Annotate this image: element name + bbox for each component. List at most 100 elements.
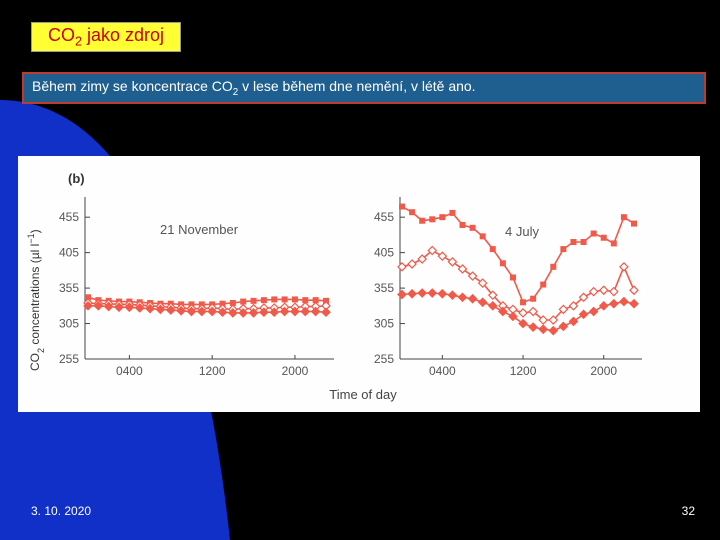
slide-title: CO2 jako zdroj bbox=[47, 25, 165, 49]
right-point-diamond bbox=[407, 288, 417, 299]
co2-figure: (b) CO2 concentrations (µl l−1) 455 405 355 3… bbox=[26, 171, 642, 402]
left-point-diamond bbox=[217, 307, 228, 318]
right-point-diamond bbox=[548, 325, 559, 336]
left-annotation: 21 November bbox=[160, 222, 239, 237]
left-point-diamond bbox=[186, 306, 197, 317]
left-series-line-0 bbox=[87, 296, 327, 306]
left-point-square bbox=[291, 296, 298, 303]
right-point-diamond bbox=[629, 285, 639, 296]
right-point-square bbox=[610, 240, 617, 247]
right-point-square bbox=[631, 220, 637, 227]
right-point-diamond bbox=[498, 306, 508, 317]
right-point-square bbox=[469, 224, 476, 231]
right-point-square bbox=[550, 263, 557, 270]
right-point-diamond bbox=[487, 290, 498, 301]
left-point-diamond bbox=[310, 306, 321, 317]
right-point-diamond bbox=[427, 245, 438, 256]
slide-date: 3. 10. 2020 bbox=[31, 504, 92, 518]
right-point-square bbox=[439, 214, 446, 221]
right-x-tick-label: 2000 bbox=[590, 364, 617, 378]
left-point-square bbox=[260, 297, 267, 304]
left-point-diamond bbox=[248, 308, 259, 318]
right-point-square bbox=[429, 216, 436, 223]
left-point-square bbox=[302, 297, 309, 304]
right-point-diamond bbox=[568, 316, 579, 327]
left-point-diamond bbox=[238, 308, 249, 318]
right-point-diamond bbox=[598, 300, 609, 311]
right-point-diamond bbox=[447, 257, 458, 267]
left-point-diamond bbox=[145, 303, 155, 314]
right-point-diamond bbox=[508, 311, 518, 322]
right-point-square bbox=[399, 203, 405, 210]
left-point-diamond bbox=[321, 307, 331, 318]
right-point-square bbox=[509, 274, 516, 281]
right-y-tick-label: 355 bbox=[374, 281, 394, 295]
right-point-diamond bbox=[437, 251, 448, 262]
right-point-square bbox=[590, 230, 597, 237]
figure-panel: (b) CO2 concentrations (µl l−1) 455 405 355 3… bbox=[18, 156, 700, 412]
right-point-diamond bbox=[417, 288, 428, 298]
right-point-diamond bbox=[457, 292, 468, 303]
right-point-diamond bbox=[578, 309, 589, 320]
right-point-diamond bbox=[467, 271, 478, 281]
left-point-square bbox=[229, 299, 236, 306]
left-y-tick-label: 455 bbox=[59, 210, 79, 224]
left-point-diamond bbox=[124, 302, 135, 313]
left-point-diamond bbox=[165, 305, 176, 315]
left-x-tick-label: 0400 bbox=[116, 364, 143, 378]
left-point-diamond bbox=[207, 306, 218, 317]
left-point-diamond bbox=[83, 300, 93, 311]
left-point-square bbox=[323, 297, 329, 304]
slide-subtitle: Během zimy se koncentrace CO2 v lese běh… bbox=[32, 78, 476, 98]
slide-subtitle-box: Během zimy se koncentrace CO2 v lese běh… bbox=[22, 72, 706, 104]
right-point-diamond bbox=[558, 304, 569, 315]
y-axis-label-part: ) bbox=[28, 229, 42, 233]
left-y-tick-label: 355 bbox=[59, 281, 79, 295]
panel-label: (b) bbox=[68, 171, 85, 186]
right-point-diamond bbox=[629, 298, 639, 309]
left-y-tick-label: 405 bbox=[59, 246, 79, 260]
left-x-tick-label: 1200 bbox=[199, 364, 226, 378]
right-point-diamond bbox=[427, 288, 438, 298]
right-point-diamond bbox=[397, 261, 407, 272]
right-y-tick-label: 255 bbox=[374, 352, 394, 366]
right-point-square bbox=[600, 234, 607, 241]
y-axis-label-part: CO bbox=[28, 353, 42, 371]
left-point-diamond bbox=[103, 301, 114, 312]
right-point-square bbox=[560, 246, 567, 253]
right-point-diamond bbox=[608, 286, 619, 297]
slide-title-box: CO2 jako zdroj bbox=[31, 22, 181, 52]
left-point-diamond bbox=[279, 306, 290, 317]
left-point-diamond bbox=[134, 303, 145, 313]
right-y-tick-label: 455 bbox=[374, 210, 394, 224]
right-point-diamond bbox=[619, 261, 629, 272]
right-point-diamond bbox=[477, 297, 488, 308]
right-point-diamond bbox=[518, 308, 528, 318]
left-point-diamond bbox=[176, 305, 186, 316]
right-point-square bbox=[570, 239, 577, 245]
right-point-diamond bbox=[467, 293, 478, 304]
right-y-tick-label: 405 bbox=[374, 246, 394, 260]
left-x-tick-label: 2000 bbox=[282, 364, 309, 378]
right-point-diamond bbox=[397, 289, 407, 300]
right-point-diamond bbox=[437, 288, 448, 299]
left-point-square bbox=[219, 300, 226, 307]
right-point-diamond bbox=[457, 264, 468, 274]
right-point-diamond bbox=[538, 324, 549, 335]
left-point-square bbox=[250, 297, 257, 304]
right-point-diamond bbox=[407, 259, 417, 269]
right-point-diamond bbox=[538, 315, 549, 325]
right-point-diamond bbox=[447, 290, 458, 301]
left-point-square bbox=[312, 297, 319, 304]
right-point-square bbox=[530, 295, 537, 302]
right-point-diamond bbox=[477, 278, 488, 288]
left-y-tick-label: 305 bbox=[59, 317, 79, 331]
right-point-diamond bbox=[487, 300, 498, 311]
right-point-diamond bbox=[568, 300, 579, 311]
right-point-diamond bbox=[588, 306, 599, 317]
right-x-tick-label: 1200 bbox=[510, 364, 537, 378]
y-axis-label-part: −1 bbox=[26, 233, 36, 243]
x-axis-label: Time of day bbox=[329, 387, 397, 402]
right-point-diamond bbox=[518, 318, 528, 329]
left-point-square bbox=[240, 298, 247, 305]
